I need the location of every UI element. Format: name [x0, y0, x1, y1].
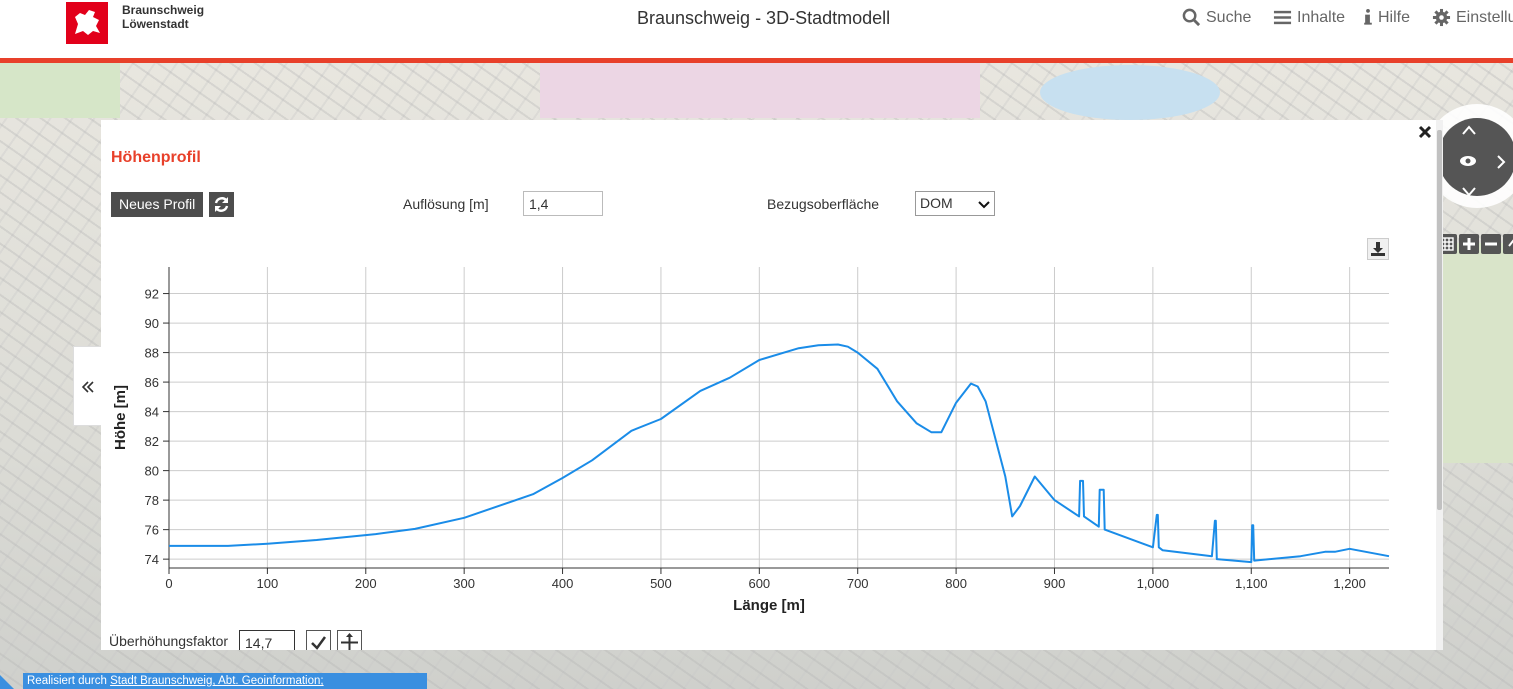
chevron-down-icon — [978, 201, 990, 209]
y-tick-label: 86 — [145, 375, 159, 390]
gear-icon — [1432, 8, 1451, 27]
elevation-profile-panel: Höhenprofil Neues Profil Auflösung [m] B… — [101, 120, 1443, 650]
y-tick-label: 88 — [145, 346, 159, 361]
move-icon — [341, 633, 358, 650]
x-tick-label: 900 — [1044, 576, 1066, 591]
x-tick-label: 1,200 — [1333, 576, 1366, 591]
exaggeration-input[interactable] — [239, 630, 295, 650]
logo-text: Braunschweig Löwenstadt — [122, 3, 204, 31]
rotate-right-icon[interactable] — [1495, 154, 1507, 170]
surface-label: Bezugsoberfläche — [767, 196, 880, 212]
info-icon — [1364, 8, 1372, 25]
x-tick-label: 1,100 — [1235, 576, 1268, 591]
x-tick-label: 100 — [257, 576, 279, 591]
logo-line2: Löwenstadt — [122, 17, 189, 31]
y-tick-label: 74 — [145, 552, 159, 567]
x-tick-label: 500 — [650, 576, 672, 591]
tilt-up-icon[interactable] — [1461, 124, 1477, 136]
surface-select[interactable]: DOM — [915, 191, 995, 216]
city-logo[interactable] — [66, 2, 108, 44]
apply-exaggeration-button[interactable] — [306, 630, 331, 650]
menu-icon — [1273, 10, 1292, 25]
y-tick-label: 84 — [145, 405, 159, 420]
grid-icon — [1440, 237, 1454, 251]
collapse-panel-tab[interactable] — [73, 346, 101, 426]
x-axis-label: Länge [m] — [733, 597, 805, 614]
y-tick-label: 92 — [145, 287, 159, 302]
nav-help-label: Hilfe — [1378, 8, 1411, 26]
refresh-button[interactable] — [209, 192, 234, 217]
nav-contents-label: Inhalte — [1297, 8, 1346, 26]
nav-settings[interactable]: Einstellu — [1432, 8, 1513, 27]
zoom-out-button[interactable] — [1481, 234, 1501, 254]
map-lake — [1040, 65, 1220, 120]
close-icon[interactable] — [1417, 124, 1433, 140]
y-tick-label: 78 — [145, 493, 159, 508]
attribution-corner-icon — [0, 675, 14, 689]
x-tick-label: 300 — [453, 576, 475, 591]
y-tick-label: 76 — [145, 523, 159, 538]
nav-settings-label: Einstellu — [1456, 8, 1513, 26]
elevation-profile-chart: 0 100 200 300 400 500 600 700 800 900 1,000 1,100 1,… — [112, 267, 1390, 614]
checkmark-icon — [311, 636, 327, 650]
nav-contents[interactable]: Inhalte — [1273, 8, 1345, 27]
x-tick-label: 200 — [355, 576, 377, 591]
resolution-input[interactable] — [523, 191, 603, 216]
logo-line1: Braunschweig — [122, 3, 205, 17]
eye-icon[interactable] — [1458, 154, 1478, 168]
x-tick-label: 700 — [847, 576, 869, 591]
exaggeration-label: Überhöhungsfaktor — [109, 633, 229, 649]
x-tick-label: 400 — [552, 576, 574, 591]
download-button[interactable] — [1367, 238, 1389, 260]
panel-scrollbar-thumb[interactable] — [1437, 130, 1442, 510]
tilt-down-icon[interactable] — [1461, 186, 1477, 198]
refresh-icon — [214, 197, 229, 212]
profile-line — [169, 343, 1390, 564]
x-tick-label: 1,000 — [1137, 576, 1170, 591]
app-header: Braunschweig Löwenstadt Braunschweig - 3… — [0, 0, 1513, 58]
lion-emblem-icon — [66, 2, 108, 44]
panel-title: Höhenprofil — [111, 149, 201, 166]
y-tick-label: 80 — [145, 464, 159, 479]
resolution-label: Auflösung [m] — [403, 196, 489, 212]
plus-icon — [1463, 238, 1475, 250]
nav-help[interactable]: Hilfe — [1363, 8, 1410, 27]
arrow-icon — [1508, 239, 1513, 247]
attribution-bar: Realisiert durch Stadt Braunschweig, Abt… — [23, 673, 427, 689]
surface-select-value: DOM — [920, 195, 953, 211]
minus-icon — [1485, 242, 1497, 246]
download-icon — [1371, 242, 1385, 256]
map-park-area-east — [1440, 243, 1513, 463]
attribution-prefix: Realisiert durch — [27, 675, 111, 687]
double-chevron-left-icon — [82, 381, 94, 393]
x-tick-label: 600 — [748, 576, 770, 591]
y-axis-label: Höhe [m] — [112, 385, 129, 450]
compass-inner[interactable] — [1438, 118, 1513, 196]
nav-search[interactable]: Suche — [1182, 8, 1251, 27]
x-tick-label: 0 — [165, 576, 172, 591]
zoom-in-button[interactable] — [1459, 234, 1479, 254]
zoom-extra-button[interactable] — [1503, 234, 1513, 254]
expand-button[interactable] — [337, 630, 362, 650]
new-profile-button[interactable]: Neues Profil — [111, 192, 204, 217]
header-accent-bar — [0, 58, 1513, 63]
nav-search-label: Suche — [1206, 8, 1252, 26]
map-zone-area — [540, 63, 980, 118]
y-tick-label: 82 — [145, 434, 159, 449]
app-title: Braunschweig - 3D-Stadtmodell — [637, 8, 891, 28]
map-park-area — [0, 63, 120, 118]
attribution-link[interactable]: Stadt Braunschweig, Abt. Geoinformation; — [110, 675, 324, 687]
search-icon — [1182, 8, 1201, 27]
y-tick-label: 90 — [145, 316, 159, 331]
x-tick-label: 800 — [945, 576, 967, 591]
